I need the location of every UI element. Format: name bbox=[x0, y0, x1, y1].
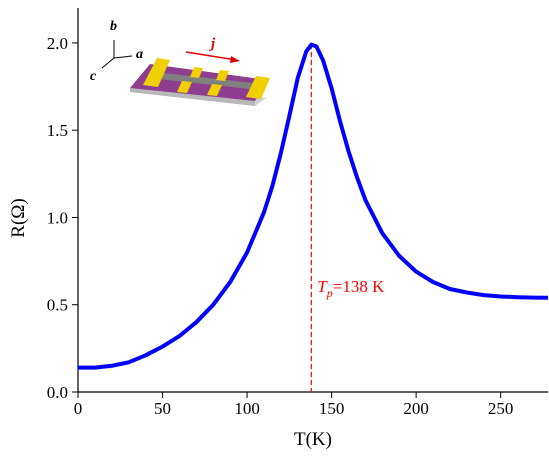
contact bbox=[246, 76, 270, 99]
axis-arrow bbox=[101, 57, 115, 69]
axis-arrow bbox=[113, 55, 133, 59]
x-tick-label: 200 bbox=[403, 399, 429, 418]
contact bbox=[216, 70, 229, 81]
substrate-side bbox=[130, 88, 255, 106]
sample bbox=[150, 72, 262, 90]
inset-label: a bbox=[136, 47, 143, 62]
x-axis-label: T(K) bbox=[294, 429, 332, 450]
inset: b a c j bbox=[90, 19, 270, 106]
x-tick-label: 50 bbox=[154, 399, 171, 418]
contact bbox=[177, 81, 192, 93]
marker-label: Tp=138 K bbox=[317, 277, 385, 300]
x-tick-label: 0 bbox=[74, 399, 83, 418]
y-tick-label: 0.0 bbox=[47, 383, 68, 402]
x-tick-label: 250 bbox=[488, 399, 514, 418]
x-tick-label: 150 bbox=[319, 399, 345, 418]
x-tick-label: 100 bbox=[234, 399, 260, 418]
contact bbox=[143, 58, 170, 87]
arrowhead bbox=[230, 56, 240, 63]
inset-label: j bbox=[209, 36, 216, 52]
inset-label: b bbox=[110, 19, 117, 34]
inset-label: c bbox=[90, 69, 97, 84]
data-line bbox=[78, 42, 549, 370]
current-arrow bbox=[185, 51, 237, 61]
y-tick-label: 1.5 bbox=[47, 121, 68, 140]
y-tick-label: 2.0 bbox=[47, 34, 68, 53]
marker-text: =138 K bbox=[333, 277, 385, 296]
y-axis-label: R(Ω) bbox=[8, 198, 29, 237]
marker-subscript: p bbox=[326, 286, 333, 300]
contact bbox=[190, 67, 203, 78]
y-tick-label: 0.5 bbox=[47, 296, 68, 315]
contact bbox=[207, 84, 222, 96]
marker-symbol: T bbox=[317, 277, 328, 296]
y-tick-label: 1.0 bbox=[47, 208, 68, 227]
